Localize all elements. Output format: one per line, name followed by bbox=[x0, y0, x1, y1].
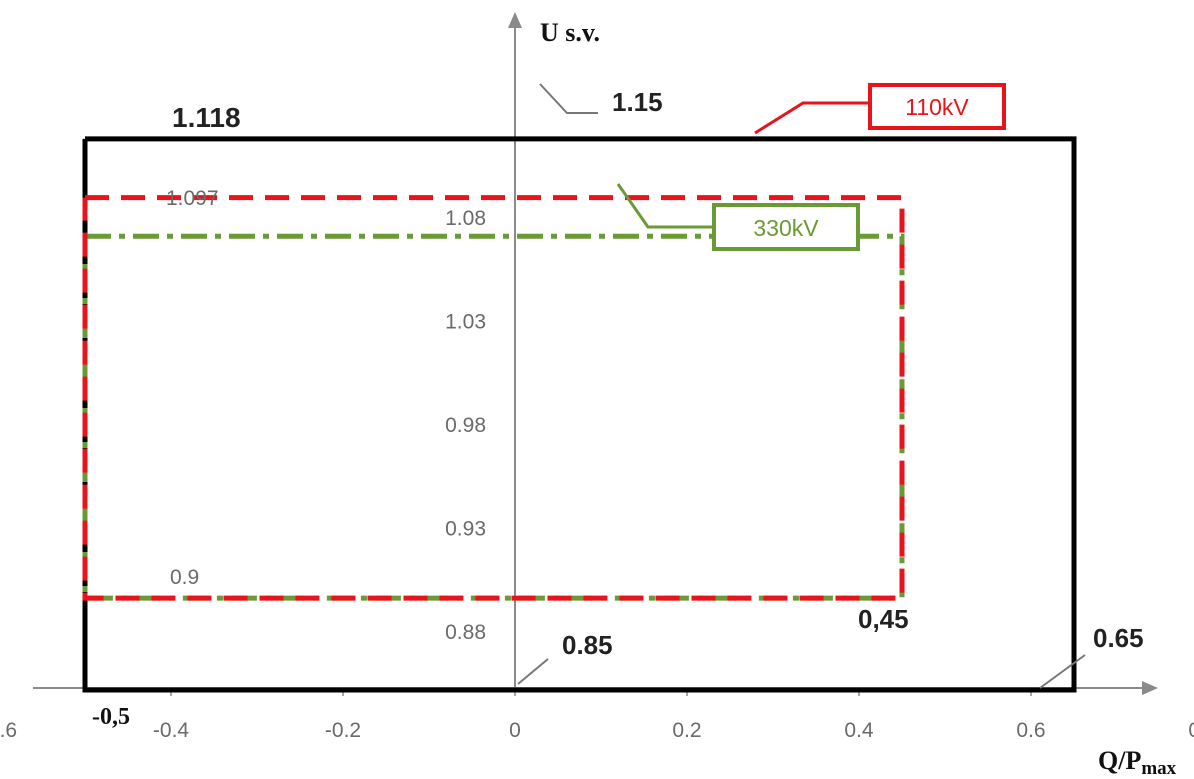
y-tick-label: 0.93 bbox=[445, 518, 486, 541]
x-axis-arrow bbox=[1142, 681, 1158, 695]
series-330kv-outline bbox=[82, 233, 905, 601]
label-065: 0.65 bbox=[1093, 623, 1144, 653]
x-tick-label: 0.4 bbox=[844, 719, 874, 742]
y-axis-title: U s.v. bbox=[540, 18, 600, 47]
x-tick-label: -0.2 bbox=[325, 719, 361, 742]
y-axis-arrow bbox=[508, 12, 522, 28]
x-tick-label: 0 bbox=[509, 719, 521, 742]
x-axis-title-subscript: max bbox=[1141, 758, 1176, 779]
legend-330kv-box bbox=[712, 203, 860, 251]
legend-330kv: 330kV bbox=[616, 183, 860, 251]
y-tick-label: 1.08 bbox=[445, 207, 486, 230]
x-tick-label: 0.2 bbox=[672, 719, 701, 742]
boundary-rectangle bbox=[82, 136, 1077, 693]
legend-330kv-leader bbox=[616, 183, 712, 229]
x-tick-label: -0.6 bbox=[0, 719, 17, 742]
leader-085 bbox=[517, 658, 549, 685]
legend-330kv-label: 330kV bbox=[753, 215, 819, 241]
x-axis-title: Q/Pmax bbox=[1098, 746, 1177, 779]
label-115: 1.15 bbox=[612, 87, 663, 117]
legend-110kv-box bbox=[868, 83, 1006, 130]
label-1097: 1.097 bbox=[166, 187, 219, 210]
y-tick-label: 0.88 bbox=[445, 621, 486, 644]
legend-110kv-leader bbox=[754, 101, 868, 135]
series-layer bbox=[82, 136, 1077, 693]
series-110kv-outline bbox=[82, 195, 905, 601]
y-tick-label: 1.03 bbox=[445, 311, 486, 334]
x-tick-label: -0.4 bbox=[153, 719, 190, 742]
legend-110kv: 110kV bbox=[754, 83, 1006, 135]
x-tick-label: 0.8 bbox=[1188, 719, 1194, 742]
x-axis-ticks: -0.6 -0.4 -0.2 0 0.2 0.4 0.6 0.8 bbox=[0, 688, 1194, 742]
legend-110kv-label: 110kV bbox=[905, 94, 969, 120]
label-045: 0,45 bbox=[858, 604, 909, 634]
y-tick-label: 0.98 bbox=[445, 414, 486, 437]
label-1118: 1.118 bbox=[172, 102, 241, 133]
y-axis-tick-labels: 1.08 1.03 0.98 0.93 0.88 bbox=[445, 207, 486, 644]
x-axis-title-main: Q/P bbox=[1098, 746, 1141, 775]
label-085: 0.85 bbox=[562, 630, 613, 660]
leader-115 bbox=[539, 83, 598, 114]
leader-065 bbox=[1039, 654, 1086, 689]
x-tick-label: 0.6 bbox=[1016, 719, 1045, 742]
label-neg05: -0,5 bbox=[92, 704, 130, 730]
label-09: 0.9 bbox=[170, 566, 199, 589]
